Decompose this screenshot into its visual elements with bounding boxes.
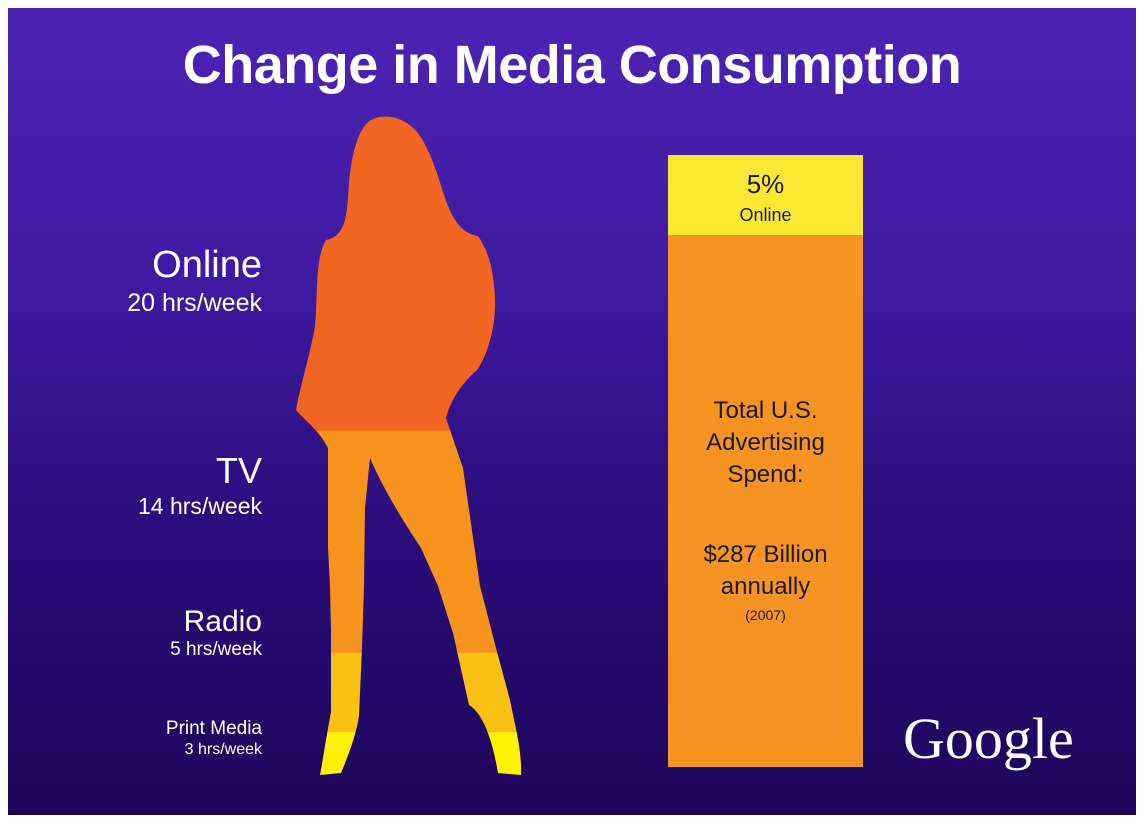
category-online: Online 20 hrs/week (127, 244, 262, 317)
ad-spend-other-segment (668, 234, 863, 767)
chart-title: Change in Media Consumption (182, 35, 962, 95)
silhouette-band-tv (296, 430, 522, 654)
category-print-media: Print Media 3 hrs/week (166, 719, 262, 759)
silhouette-bands (296, 116, 522, 775)
category-label-radio: Radio (183, 605, 262, 638)
category-label-online: Online (152, 244, 262, 286)
infographic: Change in Media Consumption Online 20 hr… (8, 8, 1136, 815)
category-tv: TV 14 hrs/week (138, 452, 262, 518)
ad-spend-amount: $287 Billion annually (703, 541, 828, 600)
online-segment-label: Online (739, 205, 792, 225)
category-hours-radio: 5 hrs/week (170, 638, 262, 660)
silhouette-band-online (296, 116, 522, 432)
category-label-print-media: Print Media (165, 718, 262, 739)
category-hours-online: 20 hrs/week (127, 288, 262, 317)
category-label-tv: TV (215, 450, 262, 491)
silhouette-band-print-media (296, 732, 522, 775)
total-ad-spend-label: Total U.S. Advertising Spend: (706, 397, 825, 488)
ad-spend-bar: 5% Online Total U.S. Advertising Spend: … (668, 155, 863, 767)
google-logo: Google (903, 706, 1074, 771)
woman-silhouette-chart (296, 116, 522, 775)
category-hours-print-media: 3 hrs/week (184, 740, 262, 758)
ad-spend-year: (2007) (745, 607, 786, 623)
silhouette-band-radio (296, 653, 522, 733)
category-radio: Radio 5 hrs/week (170, 606, 262, 659)
online-percent-label: 5% (746, 169, 785, 199)
ad-spend-online-segment (668, 155, 863, 235)
category-hours-tv: 14 hrs/week (137, 492, 262, 519)
